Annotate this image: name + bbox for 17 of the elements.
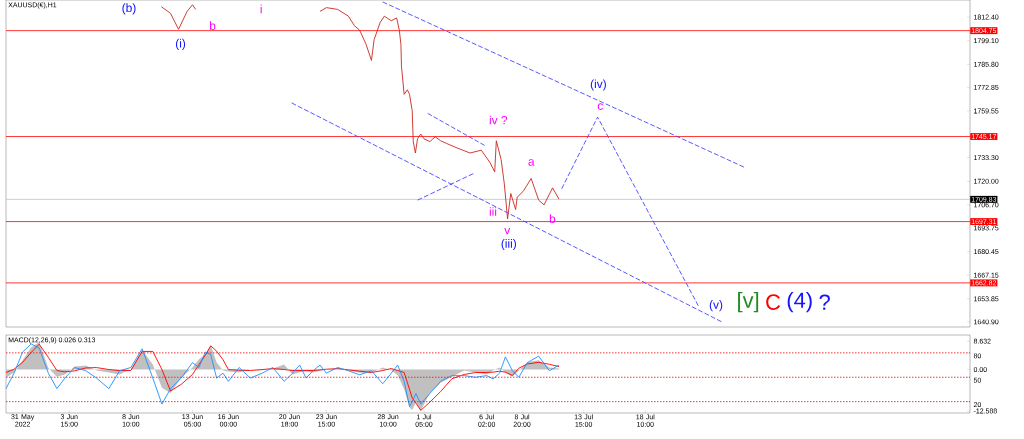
annotation: v	[504, 227, 511, 235]
annotation: (b)	[122, 3, 136, 15]
annotation: b	[209, 21, 216, 30]
annotation: iii	[489, 207, 497, 216]
annotation: ?	[819, 294, 830, 310]
annotation: [v]	[738, 291, 759, 313]
annotation: C	[766, 294, 781, 310]
annotation: c	[597, 103, 603, 110]
annotation: i	[260, 4, 262, 14]
annotation: (iv)	[590, 79, 606, 91]
annotation: (4)	[787, 291, 812, 313]
annotation: a	[528, 159, 535, 166]
annotation: (i)	[175, 38, 186, 50]
annotation: (v)	[709, 300, 723, 312]
annotation: b	[549, 214, 556, 223]
annotation: iv ?	[489, 115, 508, 125]
annotation: (iii)	[501, 238, 517, 251]
